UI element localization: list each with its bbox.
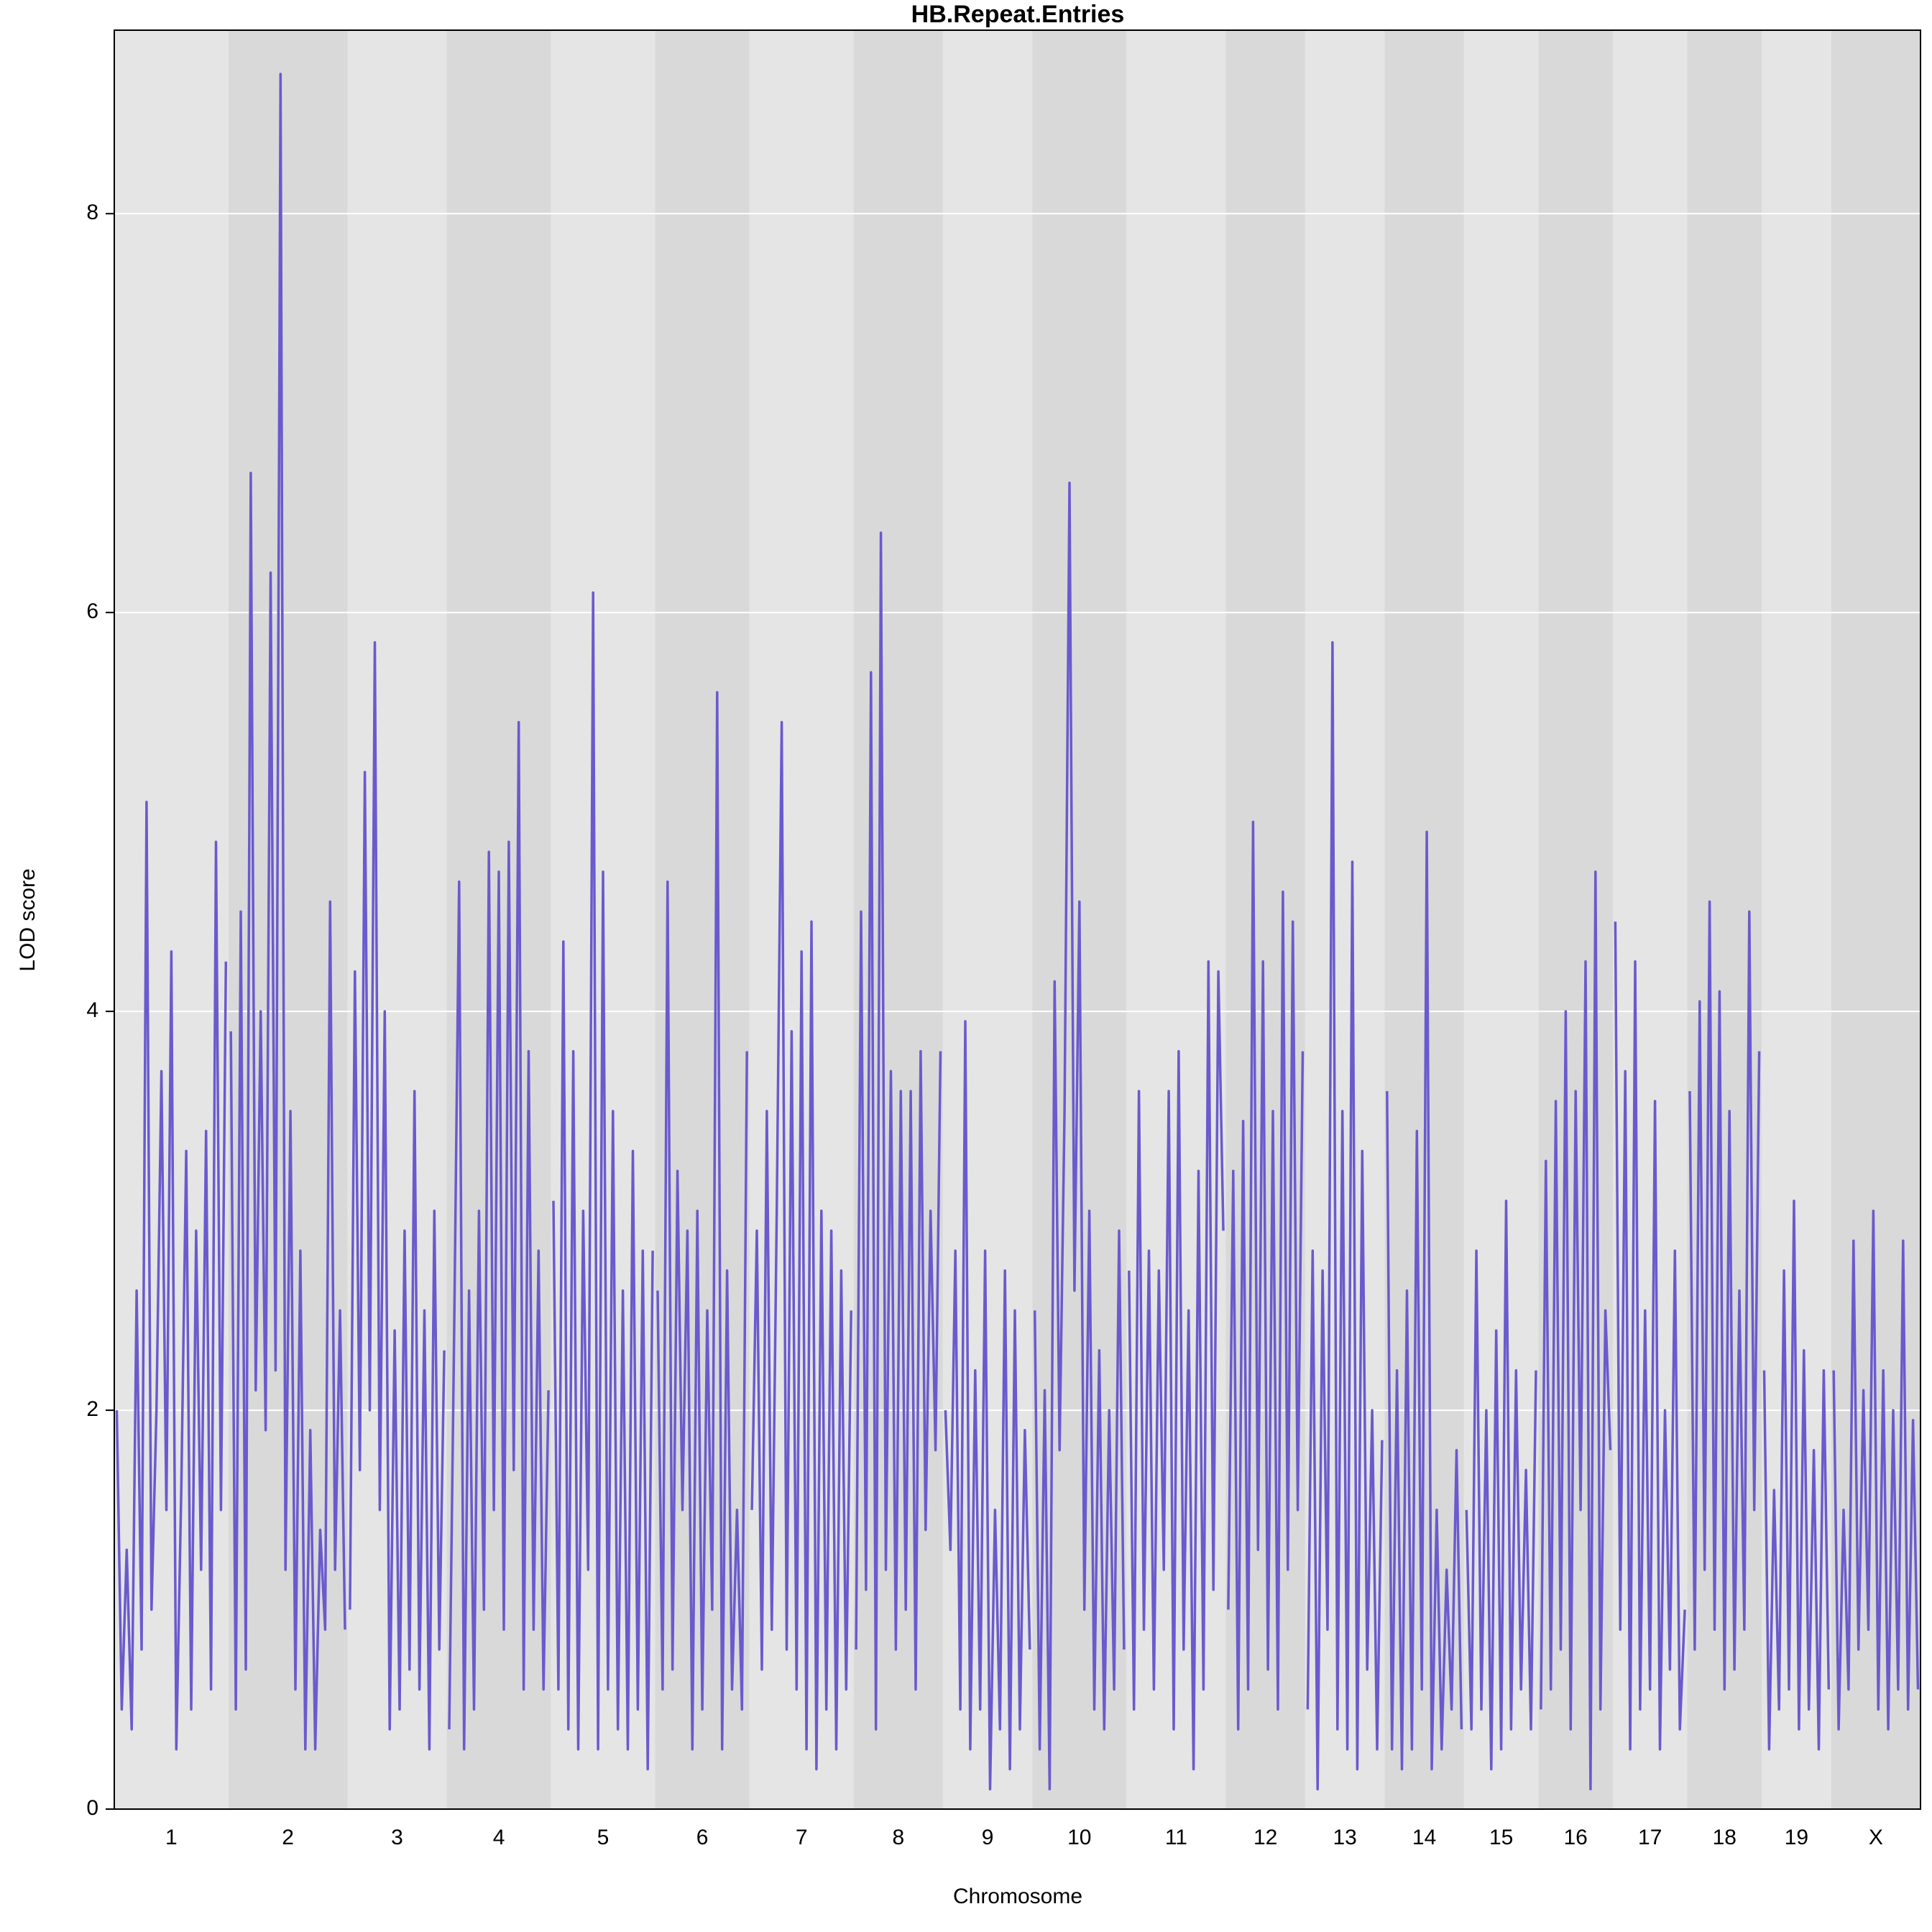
lod-line	[1540, 870, 1612, 1791]
x-tick-label: 16	[1563, 1826, 1587, 1849]
lod-line	[1227, 820, 1305, 1731]
lod-line	[1306, 641, 1384, 1791]
x-tick-label: 9	[982, 1826, 994, 1849]
y-tick-label: 4	[86, 998, 98, 1022]
x-tick-label: 14	[1412, 1826, 1436, 1849]
x-tick-label: 1	[165, 1826, 178, 1849]
x-tick-label: 17	[1638, 1826, 1662, 1849]
lod-line	[944, 1020, 1031, 1791]
x-tick-label: 5	[597, 1826, 610, 1849]
lod-line	[1832, 1209, 1920, 1731]
lod-line	[115, 801, 228, 1751]
x-tick-label: 11	[1165, 1826, 1187, 1849]
lod-line	[1465, 1199, 1537, 1771]
lod-line	[1128, 960, 1225, 1771]
x-tick-label: 4	[493, 1826, 505, 1849]
y-axis-label: LOD score	[16, 868, 40, 971]
lod-line	[1386, 830, 1463, 1771]
chromosome-band	[749, 30, 854, 1809]
y-tick-label: 6	[86, 599, 98, 623]
lod-line	[1762, 1199, 1831, 1751]
lod-line	[448, 721, 550, 1751]
chromosome-band	[1384, 30, 1464, 1809]
y-tick-label: 8	[86, 201, 98, 224]
lod-line	[855, 531, 942, 1731]
chart-title: HB.Repeat.Entries	[911, 1, 1125, 28]
x-tick-label: 19	[1785, 1826, 1808, 1849]
x-tick-label: 13	[1333, 1826, 1356, 1849]
x-tick-label: 7	[796, 1826, 808, 1849]
x-tick-label: 3	[391, 1826, 403, 1849]
x-tick-label: 2	[282, 1826, 294, 1849]
x-tick-label: 15	[1489, 1826, 1513, 1849]
x-tick-label: 10	[1067, 1826, 1091, 1849]
x-tick-label: 18	[1713, 1826, 1736, 1849]
lod-line	[1614, 921, 1686, 1751]
x-tick-label: 6	[696, 1826, 709, 1849]
lod-line	[1033, 482, 1126, 1791]
lod-line	[750, 721, 852, 1771]
lod-line	[349, 641, 446, 1751]
y-tick-label: 0	[86, 1796, 98, 1820]
x-tick-label: X	[1869, 1826, 1883, 1849]
lod-line	[1688, 900, 1761, 1691]
lod-line	[229, 73, 346, 1751]
chromosome-band	[1612, 30, 1688, 1809]
x-tick-label: 8	[892, 1826, 904, 1849]
lod-line	[656, 691, 748, 1751]
plot-frame	[114, 29, 1921, 1810]
lod-line	[552, 591, 654, 1771]
y-tick-label: 2	[86, 1397, 98, 1421]
x-tick-label: 12	[1254, 1826, 1277, 1849]
x-axis-label: Chromosome	[953, 1885, 1082, 1908]
